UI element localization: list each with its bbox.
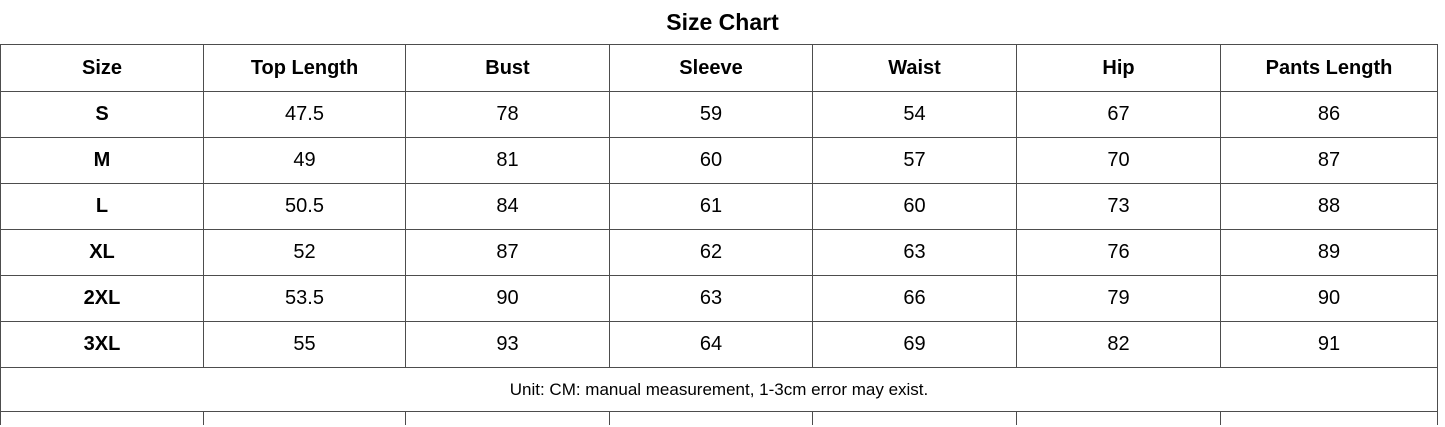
table-cell: 81 — [405, 137, 610, 184]
column-header: Pants Length — [1220, 44, 1438, 92]
column-header: Size — [0, 44, 204, 92]
table-header: Size Top Length Bust Sleeve Waist Hip Pants Le… — [0, 44, 1438, 92]
size-cell: XL — [0, 229, 204, 276]
table-cell: 89 — [1220, 229, 1438, 276]
table-cell: 54 — [812, 91, 1017, 138]
table-cell: 82 — [1016, 321, 1221, 368]
size-cell: L — [0, 183, 204, 230]
table-cell: 86 — [1220, 91, 1438, 138]
empty-stub-row — [0, 411, 1438, 425]
size-cell: 2XL — [0, 275, 204, 322]
table-cell: 76 — [1016, 229, 1221, 276]
table-cell: 84 — [405, 183, 610, 230]
table-cell: 69 — [812, 321, 1017, 368]
size-cell: M — [0, 137, 204, 184]
table-cell: 63 — [609, 275, 813, 322]
header-row: Size Top Length Bust Sleeve Waist Hip Pants Le… — [0, 44, 1438, 92]
table-cell: 49 — [203, 137, 406, 184]
table-cell: 70 — [1016, 137, 1221, 184]
table-row: L 50.5 84 61 60 73 88 — [0, 183, 1438, 230]
table-cell: 60 — [609, 137, 813, 184]
table-cell: 73 — [1016, 183, 1221, 230]
empty-cell — [203, 411, 406, 425]
table-cell: 55 — [203, 321, 406, 368]
note-row: Unit: CM: manual measurement, 1-3cm erro… — [0, 367, 1438, 412]
table-cell: 57 — [812, 137, 1017, 184]
page-title: Size Chart — [666, 9, 779, 35]
table-cell: 90 — [405, 275, 610, 322]
empty-cell — [405, 411, 610, 425]
table-cell: 87 — [1220, 137, 1438, 184]
table-row: S 47.5 78 59 54 67 86 — [0, 91, 1438, 138]
table-cell: 64 — [609, 321, 813, 368]
column-header: Waist — [812, 44, 1017, 92]
table-cell: 78 — [405, 91, 610, 138]
table-row: 3XL 55 93 64 69 82 91 — [0, 321, 1438, 368]
table-cell: 93 — [405, 321, 610, 368]
table-cell: 61 — [609, 183, 813, 230]
size-cell: 3XL — [0, 321, 204, 368]
unit-note: Unit: CM: manual measurement, 1-3cm erro… — [0, 367, 1438, 412]
table-cell: 87 — [405, 229, 610, 276]
table-cell: 53.5 — [203, 275, 406, 322]
column-header: Sleeve — [609, 44, 813, 92]
table-cell: 88 — [1220, 183, 1438, 230]
table-cell: 66 — [812, 275, 1017, 322]
column-header: Top Length — [203, 44, 406, 92]
table-cell: 63 — [812, 229, 1017, 276]
size-cell: S — [0, 91, 204, 138]
column-header: Bust — [405, 44, 610, 92]
empty-cell — [812, 411, 1017, 425]
table-cell: 67 — [1016, 91, 1221, 138]
table-cell: 90 — [1220, 275, 1438, 322]
table-row: M 49 81 60 57 70 87 — [0, 137, 1438, 184]
empty-cell — [1220, 411, 1438, 425]
table-cell: 91 — [1220, 321, 1438, 368]
table-cell: 79 — [1016, 275, 1221, 322]
size-chart-table: Size Top Length Bust Sleeve Waist Hip Pants Le… — [0, 44, 1438, 425]
empty-cell — [0, 411, 204, 425]
column-header: Hip — [1016, 44, 1221, 92]
empty-cell — [609, 411, 813, 425]
table-cell: 50.5 — [203, 183, 406, 230]
table-cell: 59 — [609, 91, 813, 138]
table-row: 2XL 53.5 90 63 66 79 90 — [0, 275, 1438, 322]
table-cell: 62 — [609, 229, 813, 276]
table-cell: 52 — [203, 229, 406, 276]
table-cell: 47.5 — [203, 91, 406, 138]
table-body: S 47.5 78 59 54 67 86 M 49 81 60 57 70 87 L 50.5 84 61 60 7… — [0, 91, 1438, 425]
empty-cell — [1016, 411, 1221, 425]
table-cell: 60 — [812, 183, 1017, 230]
table-row: XL 52 87 62 63 76 89 — [0, 229, 1438, 276]
